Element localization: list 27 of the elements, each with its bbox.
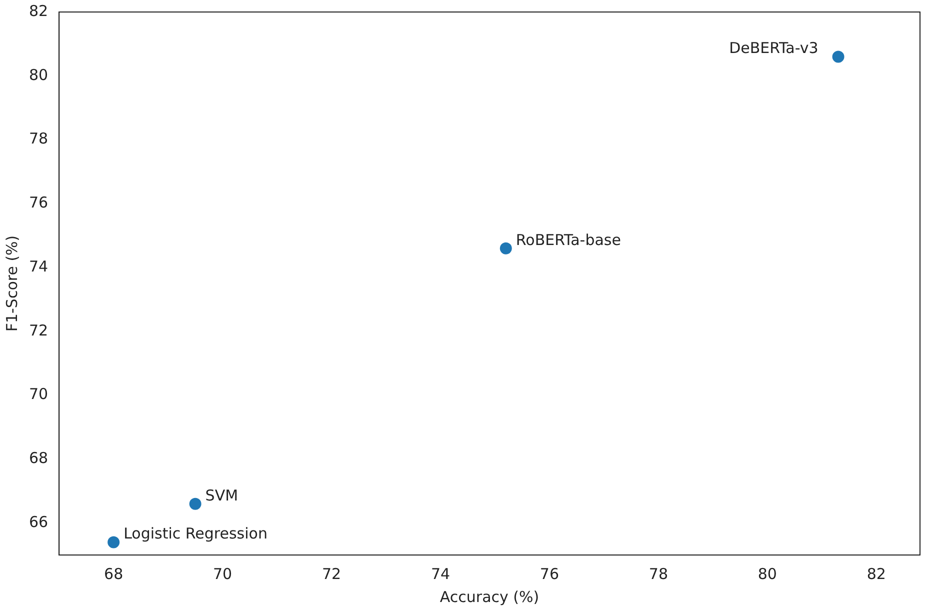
- y-tick-label: 80: [28, 66, 48, 84]
- y-tick-label: 74: [28, 257, 48, 276]
- y-tick-label: 72: [28, 321, 48, 340]
- x-tick-label: 80: [758, 564, 777, 583]
- x-tick-label: 78: [648, 564, 668, 583]
- y-tick-label: 82: [28, 2, 48, 20]
- x-tick-label: 74: [430, 564, 450, 583]
- x-axis-title: Accuracy (%): [440, 588, 540, 606]
- y-tick-label: 68: [28, 449, 48, 468]
- y-tick-label: 70: [28, 385, 48, 404]
- y-tick-label: 78: [28, 130, 48, 148]
- annotation: Logistic Regression: [124, 524, 268, 543]
- annotation: DeBERTa-v3: [729, 39, 818, 58]
- x-tick-label: 72: [322, 564, 342, 583]
- x-tick-label: 68: [104, 564, 124, 583]
- annotation: RoBERTa-base: [516, 230, 621, 249]
- y-tick-label: 76: [28, 194, 48, 212]
- point: [108, 536, 120, 548]
- y-axis-title: F1-Score (%): [2, 235, 21, 332]
- x-tick-label: 82: [866, 564, 886, 583]
- point: [189, 498, 202, 510]
- annotation: SVM: [205, 486, 238, 504]
- x-tick-label: 76: [540, 564, 560, 583]
- y-tick-label: 66: [28, 512, 48, 531]
- point: [500, 242, 512, 254]
- x-tick-label: 70: [213, 564, 232, 583]
- point: [832, 50, 844, 63]
